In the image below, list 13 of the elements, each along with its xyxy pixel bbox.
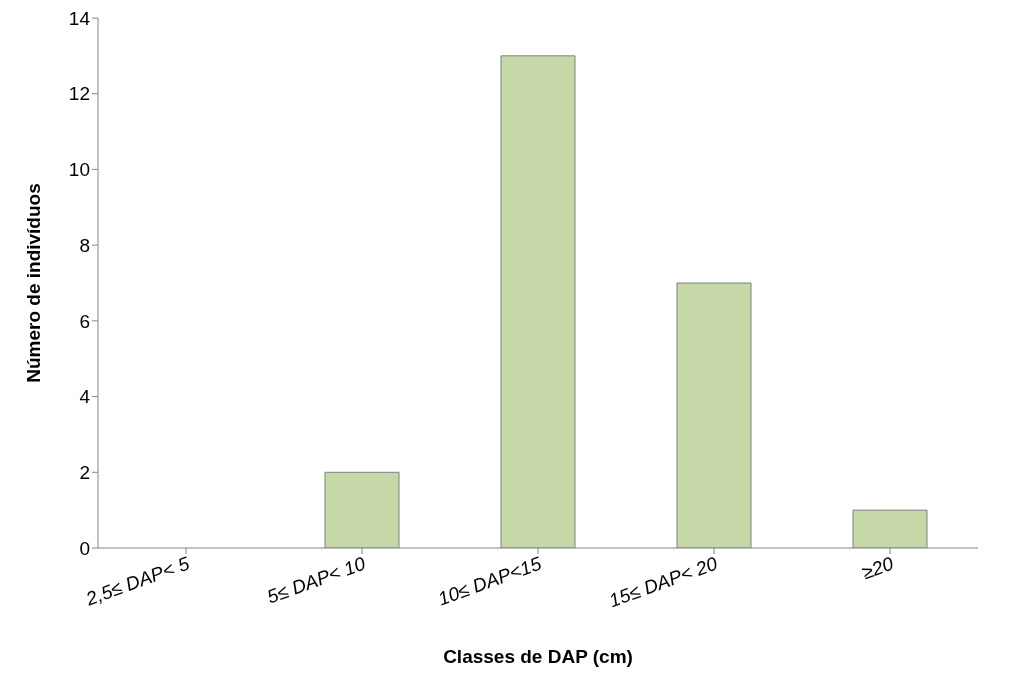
y-tick-label: 14 xyxy=(68,7,91,29)
y-tick-label: 6 xyxy=(79,310,90,332)
y-tick-label: 0 xyxy=(79,537,90,559)
x-tick-label: ≥20 xyxy=(859,552,897,584)
x-tick-label: 5≤ DAP< 10 xyxy=(264,552,369,608)
x-axis-title: Classes de DAP (cm) xyxy=(443,646,633,667)
x-tick-label: 15≤ DAP< 20 xyxy=(606,552,721,612)
y-tick-label: 2 xyxy=(79,462,90,484)
y-axis-title: Número de indivíduos xyxy=(22,183,44,383)
y-tick-label: 12 xyxy=(68,83,90,105)
y-tick-label: 10 xyxy=(68,159,90,181)
y-tick-label: 4 xyxy=(79,386,91,408)
y-tick-label: 8 xyxy=(79,234,90,256)
